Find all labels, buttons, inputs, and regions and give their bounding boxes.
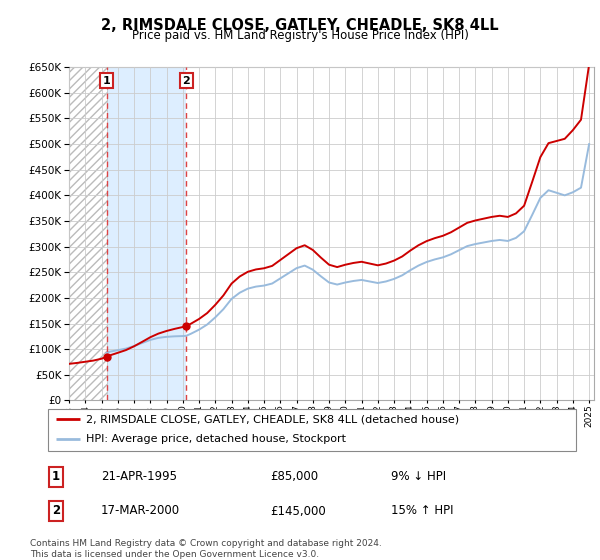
Text: 2: 2 xyxy=(182,76,190,86)
Text: £85,000: £85,000 xyxy=(270,470,318,483)
FancyBboxPatch shape xyxy=(48,409,576,451)
Text: HPI: Average price, detached house, Stockport: HPI: Average price, detached house, Stoc… xyxy=(86,434,346,444)
Text: 9% ↓ HPI: 9% ↓ HPI xyxy=(391,470,446,483)
Bar xyxy=(107,67,186,400)
Bar xyxy=(69,67,107,400)
Text: 2, RIMSDALE CLOSE, GATLEY, CHEADLE, SK8 4LL: 2, RIMSDALE CLOSE, GATLEY, CHEADLE, SK8 … xyxy=(101,18,499,33)
Text: Price paid vs. HM Land Registry's House Price Index (HPI): Price paid vs. HM Land Registry's House … xyxy=(131,29,469,42)
Text: Contains HM Land Registry data © Crown copyright and database right 2024.
This d: Contains HM Land Registry data © Crown c… xyxy=(30,539,382,559)
Text: 17-MAR-2000: 17-MAR-2000 xyxy=(101,505,180,517)
Text: 2: 2 xyxy=(52,505,60,517)
Text: 1: 1 xyxy=(52,470,60,483)
Text: £145,000: £145,000 xyxy=(270,505,326,517)
Text: 1: 1 xyxy=(103,76,110,86)
Text: 15% ↑ HPI: 15% ↑ HPI xyxy=(391,505,454,517)
Text: 21-APR-1995: 21-APR-1995 xyxy=(101,470,177,483)
Text: 2, RIMSDALE CLOSE, GATLEY, CHEADLE, SK8 4LL (detached house): 2, RIMSDALE CLOSE, GATLEY, CHEADLE, SK8 … xyxy=(86,414,459,424)
